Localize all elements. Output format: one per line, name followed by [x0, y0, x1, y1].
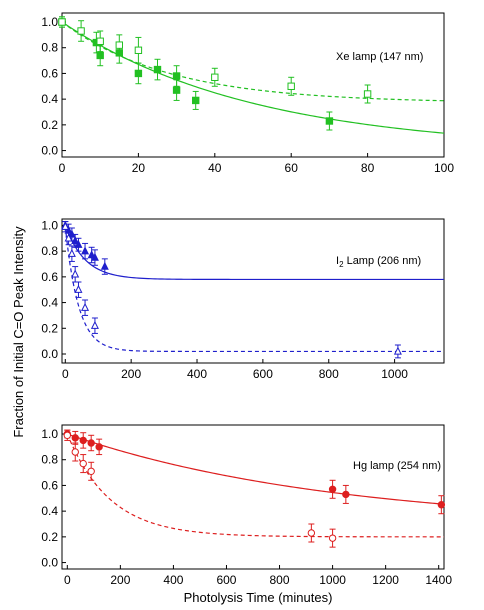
- fit-curve: [64, 225, 444, 281]
- data-point: [74, 284, 83, 293]
- x-axis-label: Photolysis Time (minutes): [184, 590, 333, 605]
- x-tick-label: 600: [216, 573, 236, 587]
- data-point: [192, 96, 200, 105]
- panel-annotation: I2 Lamp (206 nm): [336, 255, 421, 269]
- x-tick-label: 0: [64, 573, 71, 587]
- y-tick-label: 0.0: [41, 556, 58, 570]
- panel-frame: [61, 218, 445, 364]
- fit-curve: [66, 433, 444, 538]
- x-tick-label: 0: [59, 161, 66, 175]
- y-tick-label: 1.0: [41, 15, 58, 29]
- data-point: [87, 250, 96, 259]
- y-axis-label: Fraction of Initial C=O Peak Intensity: [11, 226, 26, 438]
- data-point: [71, 434, 79, 442]
- x-tick-label: 1000: [381, 367, 408, 381]
- panel-annotation: Xe lamp (147 nm): [336, 51, 423, 63]
- data-point: [325, 117, 334, 125]
- y-tick-label: 0.8: [41, 244, 58, 258]
- y-tick-label: 0.8: [41, 41, 58, 55]
- x-tick-label: 80: [361, 161, 375, 175]
- y-tick-label: 0.4: [41, 92, 58, 106]
- y-tick-label: 0.4: [41, 504, 58, 518]
- x-tick-label: 100: [434, 161, 454, 175]
- panel-i2-lamp: I2 Lamp (206 nm) 0 200 400 600 800 1000 0.0 0.2…: [41, 218, 445, 381]
- data-point: [58, 18, 66, 26]
- annotation-prefix: I: [336, 255, 339, 267]
- y-tick-label: 0.2: [41, 321, 58, 335]
- x-tick-label: 1400: [425, 573, 452, 587]
- data-point: [437, 501, 446, 509]
- data-point: [96, 51, 104, 60]
- panel-xe-lamp: Xe lamp (147 nm) 0 20 40 60 80 100 0.0 0.2 0.4 0.…: [41, 12, 454, 175]
- x-tick-label: 1000: [319, 573, 346, 587]
- x-tick-label: 800: [270, 573, 290, 587]
- y-tick-label: 0.0: [41, 347, 58, 361]
- x-tick-label: 40: [208, 161, 222, 175]
- data-point: [79, 436, 87, 445]
- data-point: [134, 69, 143, 78]
- x-tick-label: 0: [62, 367, 69, 381]
- data-point: [90, 252, 99, 261]
- y-tick-label: 0.4: [41, 296, 58, 310]
- x-tick-label: 400: [163, 573, 183, 587]
- fit-curve: [64, 226, 444, 353]
- data-point: [328, 485, 337, 493]
- y-tick-label: 0.2: [41, 530, 58, 544]
- data-point: [342, 490, 350, 499]
- annotation-suffix: Lamp (206 nm): [344, 255, 422, 267]
- y-tick-label: 0.6: [41, 270, 58, 284]
- data-point: [115, 41, 123, 49]
- x-tick-label: 1200: [372, 573, 399, 587]
- fit-curve: [61, 21, 445, 102]
- data-point: [77, 27, 85, 35]
- panel-annotation: Hg lamp (254 nm): [353, 460, 441, 472]
- data-point: [95, 443, 103, 451]
- x-tick-label: 20: [132, 161, 146, 175]
- annotation-subscript: 2: [339, 260, 344, 269]
- data-point: [172, 86, 181, 94]
- data-point: [134, 46, 143, 54]
- data-point: [64, 233, 73, 242]
- x-tick-label: 800: [319, 367, 339, 381]
- x-tick-label: 600: [253, 367, 273, 381]
- data-point: [96, 37, 104, 45]
- y-tick-label: 1.0: [41, 427, 58, 441]
- data-point: [71, 236, 80, 245]
- data-point: [393, 346, 402, 355]
- data-point: [67, 248, 76, 257]
- data-point: [87, 439, 95, 447]
- data-point: [87, 467, 95, 475]
- y-tick-label: 1.0: [41, 218, 58, 232]
- data-point: [100, 261, 109, 270]
- data-point: [90, 320, 99, 329]
- data-point: [81, 302, 90, 311]
- data-point: [172, 72, 181, 80]
- data-point: [211, 73, 219, 81]
- x-tick-label: 200: [110, 573, 130, 587]
- y-tick-label: 0.6: [41, 66, 58, 80]
- y-tick-label: 0.8: [41, 453, 58, 467]
- data-point: [71, 269, 80, 278]
- x-tick-label: 200: [121, 367, 141, 381]
- panel-hg-lamp: Hg lamp (254 nm) 0 200 400 600 800 1000 1200 14…: [41, 424, 452, 587]
- y-tick-label: 0.6: [41, 478, 58, 492]
- panel-frame: [61, 12, 445, 158]
- x-tick-label: 60: [285, 161, 299, 175]
- data-point: [79, 459, 87, 468]
- x-tick-label: 400: [187, 367, 207, 381]
- data-point: [328, 534, 337, 542]
- y-tick-label: 0.2: [41, 118, 58, 132]
- data-point: [363, 90, 372, 98]
- data-point: [307, 529, 316, 537]
- data-point: [71, 448, 79, 456]
- panel-frame: [61, 424, 445, 570]
- data-point: [74, 239, 83, 248]
- y-tick-label: 0.0: [41, 144, 58, 158]
- data-point: [61, 221, 70, 230]
- data-point: [63, 431, 72, 439]
- data-point: [287, 82, 295, 90]
- fit-curve: [67, 433, 445, 505]
- data-point: [81, 246, 90, 255]
